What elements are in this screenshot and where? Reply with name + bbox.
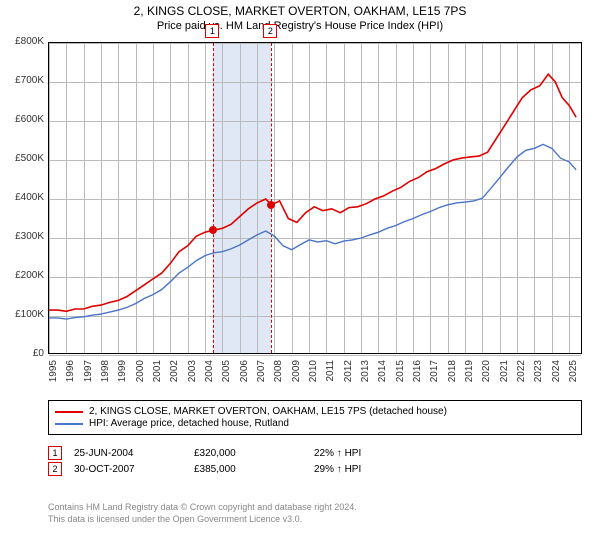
- y-axis-label: £100K: [6, 309, 44, 320]
- x-axis-label: 1998: [100, 360, 111, 390]
- x-axis-label: 2018: [447, 360, 458, 390]
- x-axis-label: 2023: [533, 360, 544, 390]
- x-axis-label: 2017: [429, 360, 440, 390]
- legend-swatch: [55, 411, 83, 413]
- legend-label: HPI: Average price, detached house, Rutl…: [89, 418, 289, 429]
- y-axis-label: £700K: [6, 75, 44, 86]
- sale-dot: [209, 226, 217, 234]
- title-address: 2, KINGS CLOSE, MARKET OVERTON, OAKHAM, …: [0, 4, 600, 18]
- sale-price: £385,000: [194, 464, 314, 475]
- x-axis-label: 1999: [117, 360, 128, 390]
- y-axis-label: £200K: [6, 270, 44, 281]
- series-price_paid: [49, 74, 576, 311]
- x-axis-label: 1995: [48, 360, 59, 390]
- x-axis-label: 2011: [325, 360, 336, 390]
- x-axis-label: 2015: [395, 360, 406, 390]
- x-axis-label: 1996: [65, 360, 76, 390]
- sale-price: £320,000: [194, 448, 314, 459]
- sale-marker: 2: [263, 24, 277, 38]
- footer-attribution: Contains HM Land Registry data © Crown c…: [48, 502, 357, 525]
- legend-item: HPI: Average price, detached house, Rutl…: [55, 418, 575, 429]
- x-axis-label: 2006: [239, 360, 250, 390]
- y-axis-label: £300K: [6, 231, 44, 242]
- x-axis-label: 2008: [273, 360, 284, 390]
- x-axis-label: 2002: [169, 360, 180, 390]
- x-axis-label: 2014: [377, 360, 388, 390]
- sale-index-box: 1: [48, 446, 62, 460]
- sale-date: 30-OCT-2007: [74, 464, 194, 475]
- chart-lines: [49, 43, 583, 355]
- x-axis-label: 2003: [187, 360, 198, 390]
- footer-line1: Contains HM Land Registry data © Crown c…: [48, 502, 357, 514]
- sale-delta: 29% ↑ HPI: [314, 464, 434, 475]
- legend-item: 2, KINGS CLOSE, MARKET OVERTON, OAKHAM, …: [55, 406, 575, 417]
- sale-index-box: 2: [48, 462, 62, 476]
- x-axis-label: 2000: [135, 360, 146, 390]
- x-axis-label: 2025: [568, 360, 579, 390]
- sale-dot: [267, 201, 275, 209]
- x-axis-label: 2004: [204, 360, 215, 390]
- series-hpi: [49, 144, 576, 319]
- x-axis-label: 2010: [308, 360, 319, 390]
- x-axis-label: 2001: [152, 360, 163, 390]
- title-subtitle: Price paid vs. HM Land Registry's House …: [0, 20, 600, 32]
- x-axis-label: 2012: [343, 360, 354, 390]
- x-axis-label: 2013: [360, 360, 371, 390]
- x-axis-label: 2016: [412, 360, 423, 390]
- y-axis-label: £0: [6, 348, 44, 359]
- legend: 2, KINGS CLOSE, MARKET OVERTON, OAKHAM, …: [48, 400, 582, 435]
- sale-marker: 1: [205, 24, 219, 38]
- x-axis-label: 2005: [221, 360, 232, 390]
- x-axis-label: 2009: [291, 360, 302, 390]
- x-axis-label: 2021: [499, 360, 510, 390]
- sale-delta: 22% ↑ HPI: [314, 448, 434, 459]
- y-axis-label: £500K: [6, 153, 44, 164]
- y-axis-label: £800K: [6, 36, 44, 47]
- x-axis-label: 2019: [464, 360, 475, 390]
- y-axis-label: £400K: [6, 192, 44, 203]
- sales-table: 1 25-JUN-2004£320,00022% ↑ HPI 2 30-OCT-200…: [48, 444, 434, 478]
- footer-line2: This data is licensed under the Open Gov…: [48, 514, 357, 526]
- sale-date: 25-JUN-2004: [74, 448, 194, 459]
- x-axis-label: 1997: [83, 360, 94, 390]
- sale-row: 2 30-OCT-2007£385,00029% ↑ HPI: [48, 462, 434, 476]
- x-axis-label: 2022: [516, 360, 527, 390]
- x-axis-label: 2007: [256, 360, 267, 390]
- legend-swatch: [55, 423, 83, 425]
- x-axis-label: 2024: [551, 360, 562, 390]
- x-axis-label: 2020: [481, 360, 492, 390]
- y-axis-label: £600K: [6, 114, 44, 125]
- grid-h: [49, 355, 581, 356]
- sale-row: 1 25-JUN-2004£320,00022% ↑ HPI: [48, 446, 434, 460]
- legend-label: 2, KINGS CLOSE, MARKET OVERTON, OAKHAM, …: [89, 406, 447, 417]
- chart-plot-area: [48, 42, 582, 354]
